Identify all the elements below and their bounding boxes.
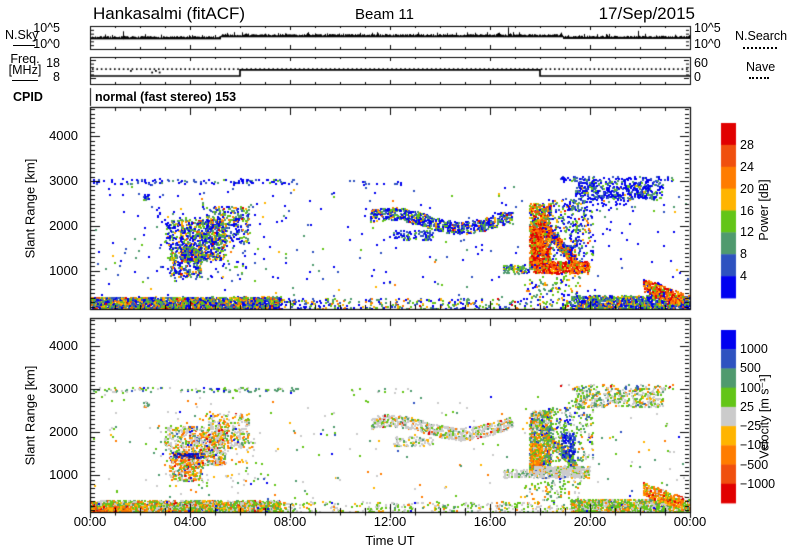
tick-label: 4000 [49,128,78,144]
tick-label: 0 [694,70,701,84]
tick-label: 3000 [49,173,78,189]
tick-label: 12 [740,225,754,240]
freq-axis-label: Freq. [MHz] [4,52,46,77]
tick-label: 2000 [49,217,78,233]
beam-label: Beam 11 [355,6,414,23]
tick-label: 16:00 [473,514,507,529]
nsearch-line-sample [743,47,777,49]
velocity-range-axis-title: Slant Range [km] [22,365,38,466]
tick-label: 4 [740,269,747,284]
cpid-value: normal (fast stereo) 153 [95,90,237,104]
tick-label: 1000 [49,262,78,278]
tick-label: 500 [740,361,761,376]
tick-label: 1000 [740,342,768,357]
tick-label: 04:00 [173,514,207,529]
tick-label: 8 [53,70,60,84]
nsky-label: N.Sky [5,28,39,42]
tick-label: 10^0 [694,36,721,51]
power-range-axis-title: Slant Range [km] [22,158,38,259]
tick-label: 24 [740,159,754,174]
tick-label: 2000 [49,424,78,440]
freq-line-sample [12,80,38,81]
tick-label: 100 [740,380,761,395]
tick-label: 00:00 [673,514,707,529]
tick-label: 60 [694,55,708,70]
tick-label: 12:00 [373,514,407,529]
cpid-label: CPID [13,90,43,104]
tick-label: 18 [46,55,60,70]
tick-label: 10^0 [33,36,60,51]
tick-label: 10^5 [694,20,721,35]
power-colorbar-title: Power [dB] [757,179,771,241]
date-label: 17/Sep/2015 [598,4,695,23]
nsky-line-sample [13,45,35,46]
nsearch-label: N.Search [735,29,788,43]
tick-label: 16 [740,203,754,218]
tick-label: 8 [740,247,747,262]
tick-label: −1000 [740,476,776,491]
page-title: Hankasalmi (fitACF) [93,4,246,23]
freq-label-line1: Freq. [10,52,40,66]
freq-label-line2: [MHz] [8,63,42,77]
tick-label: 3000 [49,381,78,397]
tick-label: 1000 [49,467,78,483]
tick-label: −500 [740,457,769,472]
tick-label: 28 [740,137,754,152]
tick-label: 25 [740,399,754,414]
tick-label: 08:00 [273,514,307,529]
tick-label: 20 [740,181,754,196]
tick-label: 00:00 [73,514,107,529]
nave-line-sample [749,77,769,79]
tick-label: −100 [740,438,769,453]
tick-label: −25 [740,419,762,434]
tick-label: 20:00 [573,514,607,529]
tick-label: 4000 [49,338,78,354]
tick-label: 10^5 [33,20,60,35]
time-axis-title: Time UT [365,533,415,548]
nave-label: Nave [746,60,776,74]
